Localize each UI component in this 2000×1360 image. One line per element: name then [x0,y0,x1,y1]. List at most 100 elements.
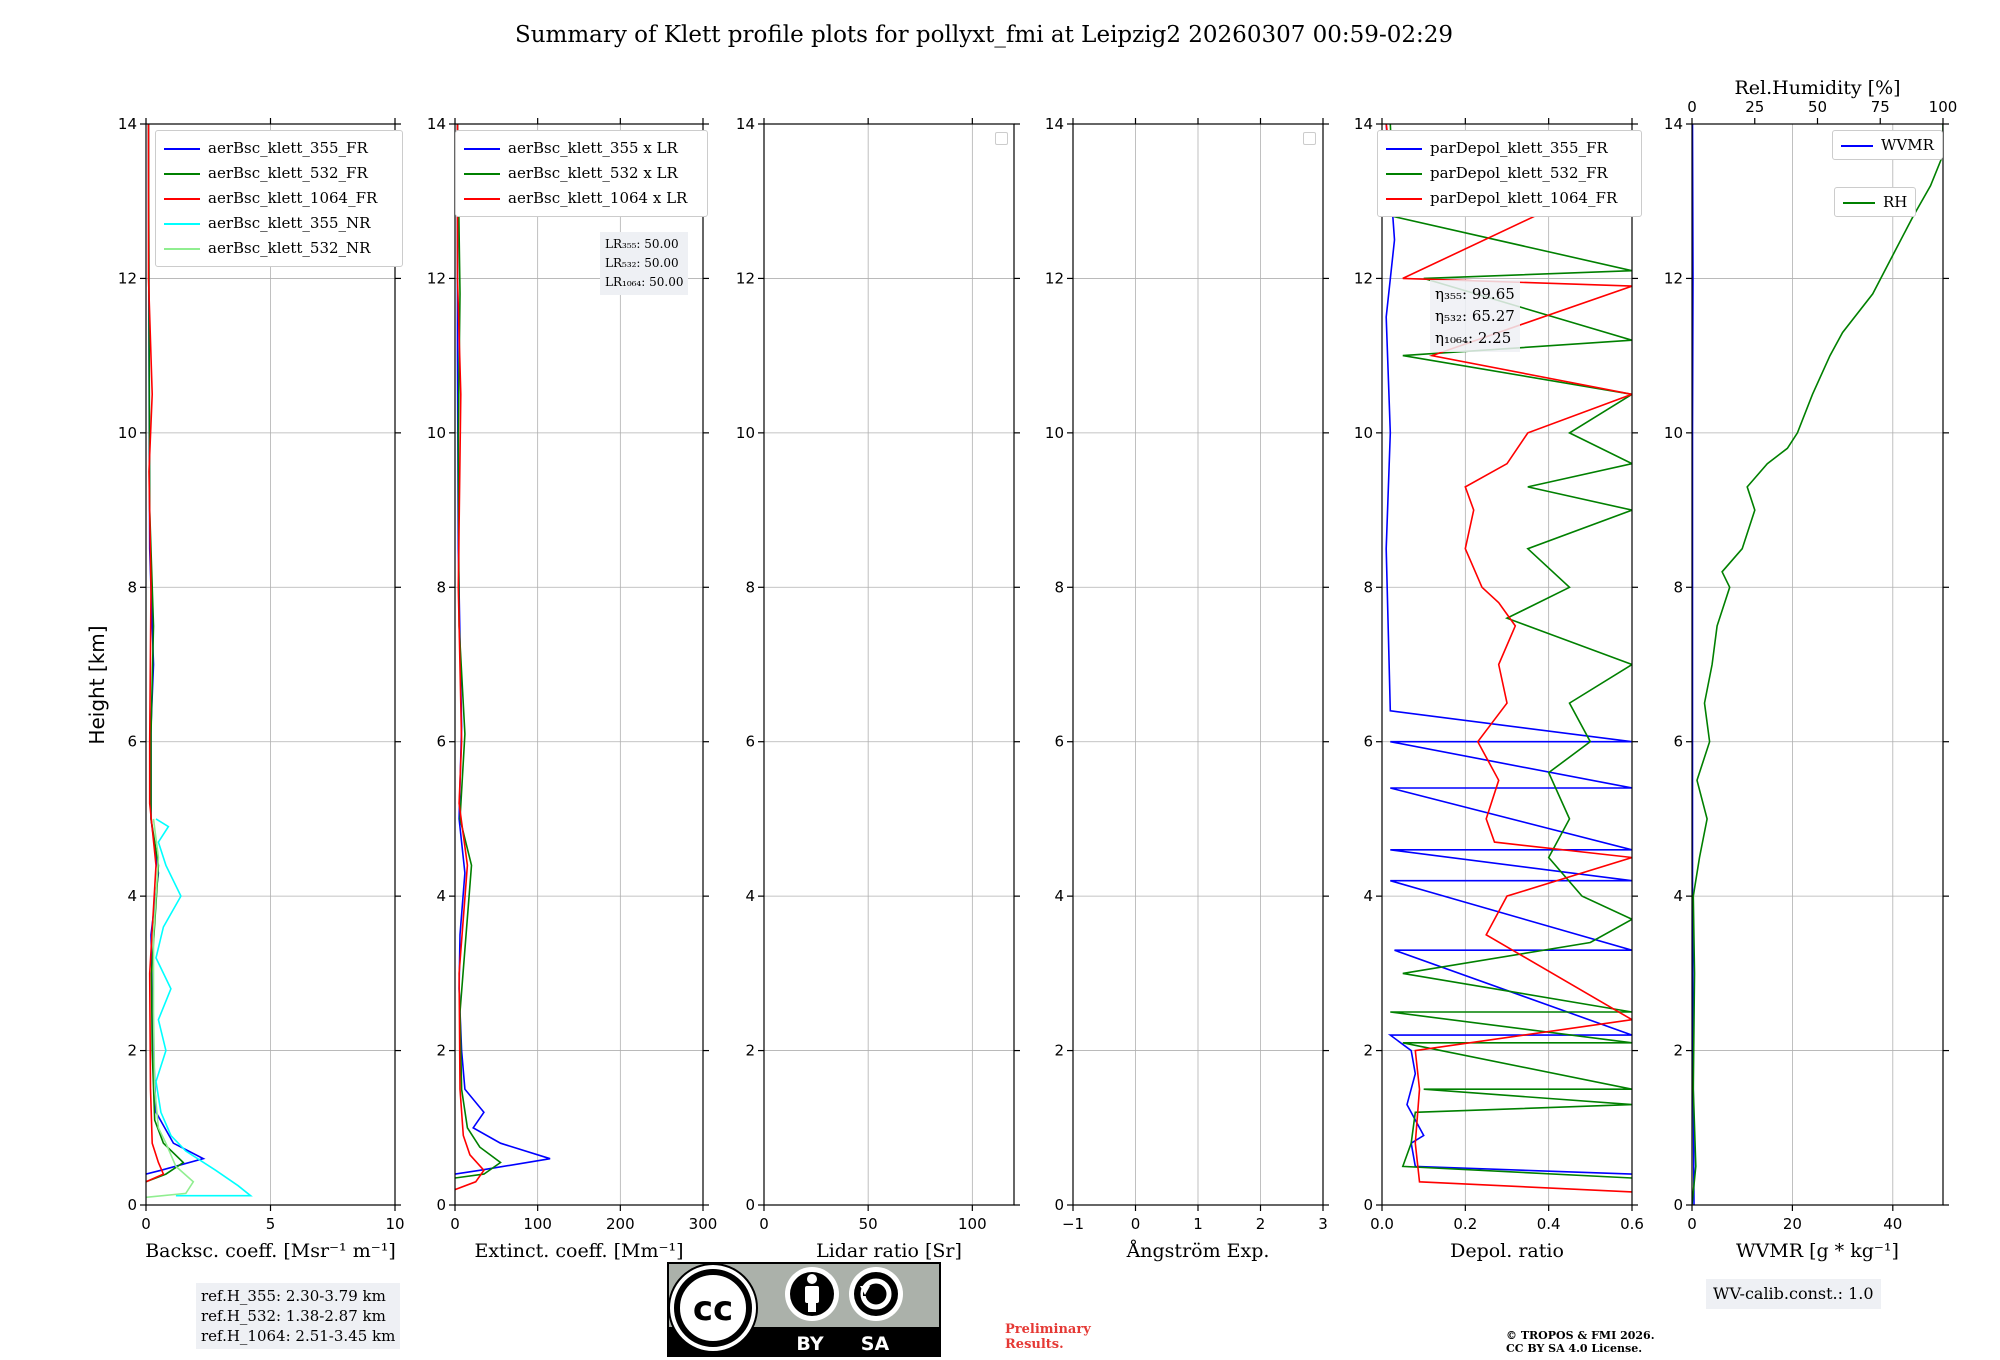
legend-item: aerBsc_klett_355_NR [164,211,394,236]
legend-label: aerBsc_klett_355_NR [208,214,371,232]
y-tick-label: 8 [1673,578,1683,596]
legend-swatch-532-nr [164,248,200,250]
eta-355-text: η₃₅₅: 99.65 [1435,285,1515,303]
legend-swatch-532 [464,173,500,175]
legend-label: aerBsc_klett_355 x LR [508,139,678,157]
y-tick-label: 12 [736,269,755,287]
x2-tick-label: 75 [1871,98,1890,116]
x-tick-label: 3 [1318,1215,1328,1233]
x-axis-label-wv: WVMR [g * kg⁻¹] [1736,1240,1899,1262]
legend-empty-lidar-ratio [995,132,1008,145]
x-tick-label: 0 [1687,1215,1697,1233]
legend-swatch-355 [164,148,200,150]
y-tick-label: 2 [1673,1042,1683,1060]
y-tick-label: 14 [736,115,755,133]
legend-backscatter: aerBsc_klett_355_FR aerBsc_klett_532_FR … [155,130,403,267]
legend-label: parDepol_klett_532_FR [1430,164,1608,182]
series-line-aerBsc_klett_1064 x LR [455,124,485,1191]
legend-label: aerBsc_klett_1064_FR [208,189,378,207]
series-line-aerBsc_klett_355 x LR [455,124,551,1175]
x2-tick-label: 25 [1745,98,1764,116]
panel-depol: 0 2 4 6 8 10 12 14 0.0 0.2 0.4 0.6 Depol. ratio [1354,115,1644,1262]
y-tick-label: 12 [1045,269,1064,287]
plot-frame [454,123,704,1206]
plot-frame [1381,123,1633,1206]
series-line-aerBsc_klett_355_NR [155,818,253,1197]
eta-532-text: η₅₃₂: 65.27 [1435,307,1515,325]
y-tick-label: 0 [436,1196,446,1214]
wv-calib-text: WV-calib.const.: 1.0 [1713,1284,1874,1303]
preliminary-results-note: Preliminary Results. [1005,1322,1091,1352]
copyright-note: © TROPOS & FMI 2026. CC BY SA 4.0 Licens… [1506,1329,1655,1355]
x-tick-label: 50 [859,1215,878,1233]
y-tick-label: 4 [1673,887,1683,905]
figure-title: Summary of Klett profile plots for polly… [514,22,1453,48]
legend-label: aerBsc_klett_532_FR [208,164,368,182]
y-tick-label: 10 [1045,424,1064,442]
legend-label: aerBsc_klett_532_NR [208,239,371,257]
panel-backscatter: 0 2 4 6 8 10 12 14 0 5 10 Backsc. coeff. [Msr⁻¹ m⁻¹… [118,115,405,1262]
ref-h-532: ref.H_532: 1.38-2.87 km [201,1307,386,1325]
legend-item: aerBsc_klett_1064_FR [164,186,394,211]
series-line-parDepol_klett_532_FR [1389,124,1632,1179]
legend-swatch-wvmr [1841,145,1873,147]
legend-label: aerBsc_klett_532 x LR [508,164,678,182]
legend-item: aerBsc_klett_355_FR [164,136,394,161]
y-tick-label: 4 [1054,887,1064,905]
reference-height-box: ref.H_355: 2.30-3.79 km ref.H_532: 1.38-… [196,1283,401,1349]
x-tick-label: 1 [1193,1215,1203,1233]
y-tick-label: 6 [1363,733,1373,751]
y-tick-label: 0 [127,1196,137,1214]
legend-swatch-355 [464,148,500,150]
legend-label: RH [1883,193,1908,211]
y-tick-label: 14 [427,115,446,133]
x2-tick-label: 100 [1929,98,1958,116]
legend-extinction: aerBsc_klett_355 x LR aerBsc_klett_532 x… [455,130,708,217]
y-tick-label: 2 [1363,1042,1373,1060]
y-tick-label: 8 [436,578,446,596]
panel-extinction: 0 2 4 6 8 10 12 14 0 100 200 300 Extinct. coeff. [Mm… [427,115,717,1262]
legend-swatch-1064 [1386,198,1422,200]
y-tick-label: 12 [118,269,137,287]
y-tick-label: 0 [745,1196,755,1214]
plot-frame [1691,123,1944,1206]
series-line-aerBsc_klett_355_FR [146,124,206,1175]
legend-swatch-1064 [164,198,200,200]
legend-label: parDepol_klett_355_FR [1430,139,1608,157]
y-tick-label: 8 [1054,578,1064,596]
y-tick-label: 8 [1363,578,1373,596]
x-axis-label-extinction: Extinct. coeff. [Mm⁻¹] [474,1240,683,1262]
y-tick-label: 12 [1664,269,1683,287]
x-tick-label: 100 [958,1215,987,1233]
lr-532-text: LR₅₃₂: 50.00 [605,256,679,270]
legend-item: aerBsc_klett_1064 x LR [464,186,699,211]
y-tick-label: 6 [436,733,446,751]
x-tick-label: 0.0 [1370,1215,1394,1233]
y-tick-label: 2 [127,1042,137,1060]
y-tick-label: 14 [1354,115,1373,133]
y-axis-label: Height [km] [85,625,109,744]
y-tick-label: 10 [1354,424,1373,442]
by-text: BY [796,1333,823,1355]
legend-rh: RH [1834,187,1917,217]
x2-tick-label: 50 [1808,98,1827,116]
y-tick-label: 6 [1673,733,1683,751]
eta-1064-text: η₁₀₆₄: 2.25 [1435,329,1512,347]
legend-swatch-355 [1386,148,1422,150]
y-tick-label: 10 [736,424,755,442]
x-axis-label-backscatter: Backsc. coeff. [Msr⁻¹ m⁻¹] [145,1240,396,1262]
legend-item: parDepol_klett_532_FR [1386,161,1633,186]
eta-annotation: η₃₅₅: 99.65 η₅₃₂: 65.27 η₁₀₆₄: 2.25 [1430,280,1520,352]
y-tick-label: 10 [1664,424,1683,442]
series-line-aerBsc_klett_532 x LR [455,124,502,1179]
cc-text: cc [693,1289,733,1329]
lidar-ratio-annotation: LR₃₅₅: 50.00 LR₅₃₂: 50.00 LR₁₀₆₄: 50.00 [600,232,689,295]
y-tick-label: 14 [1664,115,1683,133]
y-tick-label: 0 [1054,1196,1064,1214]
y-tick-label: 0 [1363,1196,1373,1214]
x-tick-label: 10 [385,1215,404,1233]
y-tick-label: 4 [1363,887,1373,905]
y-tick-label: 8 [127,578,137,596]
y-tick-label: 6 [1054,733,1064,751]
